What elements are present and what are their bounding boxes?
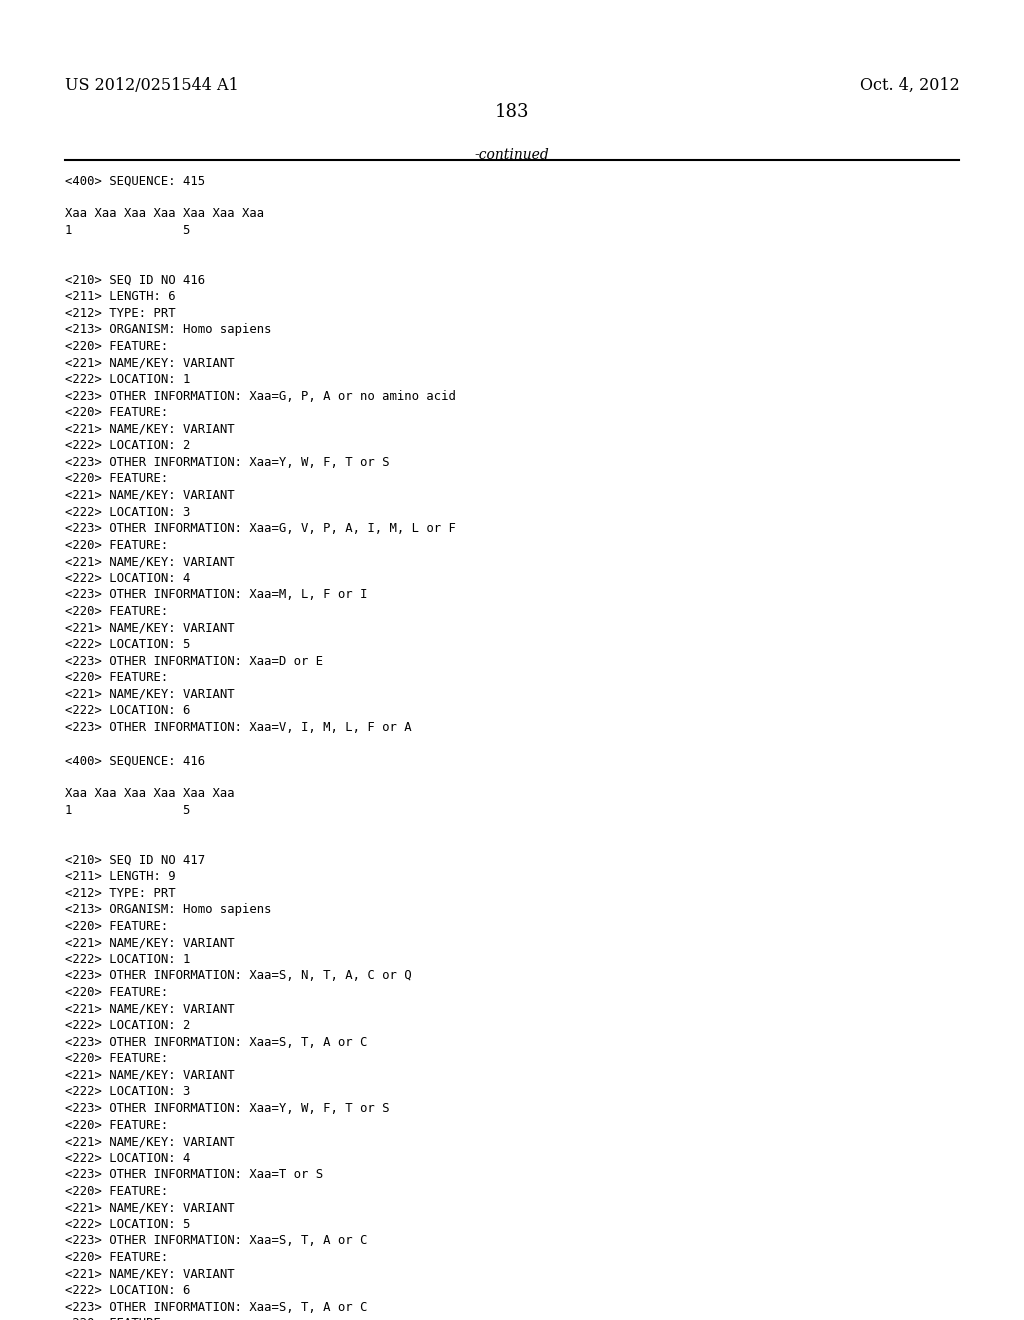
Text: <210> SEQ ID NO 416: <210> SEQ ID NO 416 — [65, 273, 205, 286]
Text: <222> LOCATION: 6: <222> LOCATION: 6 — [65, 705, 189, 717]
Text: -continued: -continued — [475, 148, 549, 162]
Text: <220> FEATURE:: <220> FEATURE: — [65, 339, 168, 352]
Text: <221> NAME/KEY: VARIANT: <221> NAME/KEY: VARIANT — [65, 688, 234, 701]
Text: <223> OTHER INFORMATION: Xaa=S, N, T, A, C or Q: <223> OTHER INFORMATION: Xaa=S, N, T, A,… — [65, 969, 412, 982]
Text: <220> FEATURE:: <220> FEATURE: — [65, 986, 168, 999]
Text: <213> ORGANISM: Homo sapiens: <213> ORGANISM: Homo sapiens — [65, 903, 271, 916]
Text: <221> NAME/KEY: VARIANT: <221> NAME/KEY: VARIANT — [65, 1201, 234, 1214]
Text: <400> SEQUENCE: 415: <400> SEQUENCE: 415 — [65, 174, 205, 187]
Text: <223> OTHER INFORMATION: Xaa=S, T, A or C: <223> OTHER INFORMATION: Xaa=S, T, A or … — [65, 1234, 367, 1247]
Text: <221> NAME/KEY: VARIANT: <221> NAME/KEY: VARIANT — [65, 1002, 234, 1015]
Text: <220> FEATURE:: <220> FEATURE: — [65, 473, 168, 486]
Text: <223> OTHER INFORMATION: Xaa=S, T, A or C: <223> OTHER INFORMATION: Xaa=S, T, A or … — [65, 1300, 367, 1313]
Text: <223> OTHER INFORMATION: Xaa=S, T, A or C: <223> OTHER INFORMATION: Xaa=S, T, A or … — [65, 1036, 367, 1048]
Text: <223> OTHER INFORMATION: Xaa=G, P, A or no amino acid: <223> OTHER INFORMATION: Xaa=G, P, A or … — [65, 389, 456, 403]
Text: <221> NAME/KEY: VARIANT: <221> NAME/KEY: VARIANT — [65, 488, 234, 502]
Text: <223> OTHER INFORMATION: Xaa=Y, W, F, T or S: <223> OTHER INFORMATION: Xaa=Y, W, F, T … — [65, 455, 389, 469]
Text: <222> LOCATION: 3: <222> LOCATION: 3 — [65, 506, 189, 519]
Text: <221> NAME/KEY: VARIANT: <221> NAME/KEY: VARIANT — [65, 556, 234, 568]
Text: <220> FEATURE:: <220> FEATURE: — [65, 671, 168, 684]
Text: <211> LENGTH: 9: <211> LENGTH: 9 — [65, 870, 175, 883]
Text: Xaa Xaa Xaa Xaa Xaa Xaa: Xaa Xaa Xaa Xaa Xaa Xaa — [65, 787, 234, 800]
Text: <223> OTHER INFORMATION: Xaa=D or E: <223> OTHER INFORMATION: Xaa=D or E — [65, 655, 323, 668]
Text: <220> FEATURE:: <220> FEATURE: — [65, 1317, 168, 1320]
Text: <221> NAME/KEY: VARIANT: <221> NAME/KEY: VARIANT — [65, 1267, 234, 1280]
Text: <212> TYPE: PRT: <212> TYPE: PRT — [65, 887, 175, 899]
Text: <223> OTHER INFORMATION: Xaa=T or S: <223> OTHER INFORMATION: Xaa=T or S — [65, 1168, 323, 1181]
Text: <222> LOCATION: 1: <222> LOCATION: 1 — [65, 374, 189, 385]
Text: US 2012/0251544 A1: US 2012/0251544 A1 — [65, 77, 239, 94]
Text: <223> OTHER INFORMATION: Xaa=G, V, P, A, I, M, L or F: <223> OTHER INFORMATION: Xaa=G, V, P, A,… — [65, 523, 456, 535]
Text: <222> LOCATION: 2: <222> LOCATION: 2 — [65, 440, 189, 453]
Text: <213> ORGANISM: Homo sapiens: <213> ORGANISM: Homo sapiens — [65, 323, 271, 337]
Text: <223> OTHER INFORMATION: Xaa=Y, W, F, T or S: <223> OTHER INFORMATION: Xaa=Y, W, F, T … — [65, 1102, 389, 1115]
Text: <220> FEATURE:: <220> FEATURE: — [65, 1185, 168, 1197]
Text: <220> FEATURE:: <220> FEATURE: — [65, 605, 168, 618]
Text: <221> NAME/KEY: VARIANT: <221> NAME/KEY: VARIANT — [65, 622, 234, 635]
Text: <221> NAME/KEY: VARIANT: <221> NAME/KEY: VARIANT — [65, 936, 234, 949]
Text: Xaa Xaa Xaa Xaa Xaa Xaa Xaa: Xaa Xaa Xaa Xaa Xaa Xaa Xaa — [65, 207, 263, 220]
Text: <222> LOCATION: 5: <222> LOCATION: 5 — [65, 1218, 189, 1230]
Text: 183: 183 — [495, 103, 529, 121]
Text: <221> NAME/KEY: VARIANT: <221> NAME/KEY: VARIANT — [65, 356, 234, 370]
Text: <222> LOCATION: 3: <222> LOCATION: 3 — [65, 1085, 189, 1098]
Text: <222> LOCATION: 1: <222> LOCATION: 1 — [65, 953, 189, 966]
Text: <223> OTHER INFORMATION: Xaa=M, L, F or I: <223> OTHER INFORMATION: Xaa=M, L, F or … — [65, 589, 367, 602]
Text: <220> FEATURE:: <220> FEATURE: — [65, 1052, 168, 1065]
Text: <222> LOCATION: 5: <222> LOCATION: 5 — [65, 638, 189, 651]
Text: <220> FEATURE:: <220> FEATURE: — [65, 1118, 168, 1131]
Text: <212> TYPE: PRT: <212> TYPE: PRT — [65, 306, 175, 319]
Text: 1               5: 1 5 — [65, 224, 189, 236]
Text: 1               5: 1 5 — [65, 804, 189, 817]
Text: <222> LOCATION: 4: <222> LOCATION: 4 — [65, 1151, 189, 1164]
Text: <222> LOCATION: 4: <222> LOCATION: 4 — [65, 572, 189, 585]
Text: <220> FEATURE:: <220> FEATURE: — [65, 539, 168, 552]
Text: <210> SEQ ID NO 417: <210> SEQ ID NO 417 — [65, 854, 205, 866]
Text: <220> FEATURE:: <220> FEATURE: — [65, 920, 168, 933]
Text: <400> SEQUENCE: 416: <400> SEQUENCE: 416 — [65, 754, 205, 767]
Text: <221> NAME/KEY: VARIANT: <221> NAME/KEY: VARIANT — [65, 422, 234, 436]
Text: <221> NAME/KEY: VARIANT: <221> NAME/KEY: VARIANT — [65, 1069, 234, 1082]
Text: <222> LOCATION: 2: <222> LOCATION: 2 — [65, 1019, 189, 1032]
Text: Oct. 4, 2012: Oct. 4, 2012 — [860, 77, 959, 94]
Text: <222> LOCATION: 6: <222> LOCATION: 6 — [65, 1284, 189, 1298]
Text: <221> NAME/KEY: VARIANT: <221> NAME/KEY: VARIANT — [65, 1135, 234, 1148]
Text: <220> FEATURE:: <220> FEATURE: — [65, 407, 168, 420]
Text: <220> FEATURE:: <220> FEATURE: — [65, 1251, 168, 1265]
Text: <223> OTHER INFORMATION: Xaa=V, I, M, L, F or A: <223> OTHER INFORMATION: Xaa=V, I, M, L,… — [65, 721, 412, 734]
Text: <211> LENGTH: 6: <211> LENGTH: 6 — [65, 290, 175, 304]
